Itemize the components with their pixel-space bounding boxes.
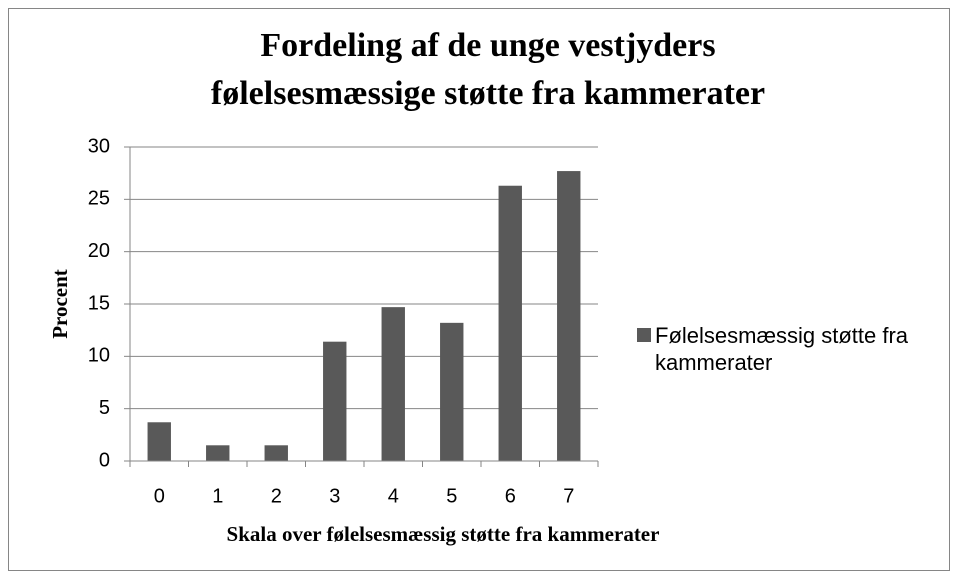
x-tick-label: 0 (154, 485, 165, 507)
bar (264, 445, 288, 461)
bar (557, 171, 581, 461)
bar (440, 322, 464, 461)
y-tick-label: 25 (88, 188, 110, 210)
y-tick-label: 15 (88, 292, 110, 314)
y-axis-label: Procent (48, 269, 72, 339)
y-tick-label: 5 (99, 397, 110, 419)
x-axis-label: Skala over følelsesmæssig støtte fra kam… (227, 522, 660, 546)
y-tick-label: 10 (88, 345, 110, 367)
x-tick-label: 1 (212, 485, 223, 507)
x-tick-label: 6 (505, 485, 516, 507)
bar (498, 185, 522, 461)
x-tick-label: 4 (388, 485, 399, 507)
chart-title: Fordeling af de unge vestjyders (260, 27, 715, 64)
bar (147, 422, 171, 461)
legend: Følelsesmæssig støtte fra kammerater (637, 322, 937, 376)
x-tick-label: 3 (329, 485, 340, 507)
legend-swatch (637, 328, 651, 342)
bar (206, 445, 230, 461)
x-tick-label: 2 (271, 485, 282, 507)
x-tick-label: 7 (563, 485, 574, 507)
y-tick-label: 0 (99, 449, 110, 471)
bar (381, 307, 405, 461)
legend-label: Følelsesmæssig støtte fra kammerater (655, 323, 909, 375)
y-tick-label: 30 (88, 135, 110, 157)
chart-title: følelsesmæssige støtte fra kammerater (211, 75, 765, 112)
chart-border (8, 8, 950, 571)
bar (323, 341, 347, 461)
y-tick-label: 20 (88, 240, 110, 262)
x-tick-label: 5 (446, 485, 457, 507)
